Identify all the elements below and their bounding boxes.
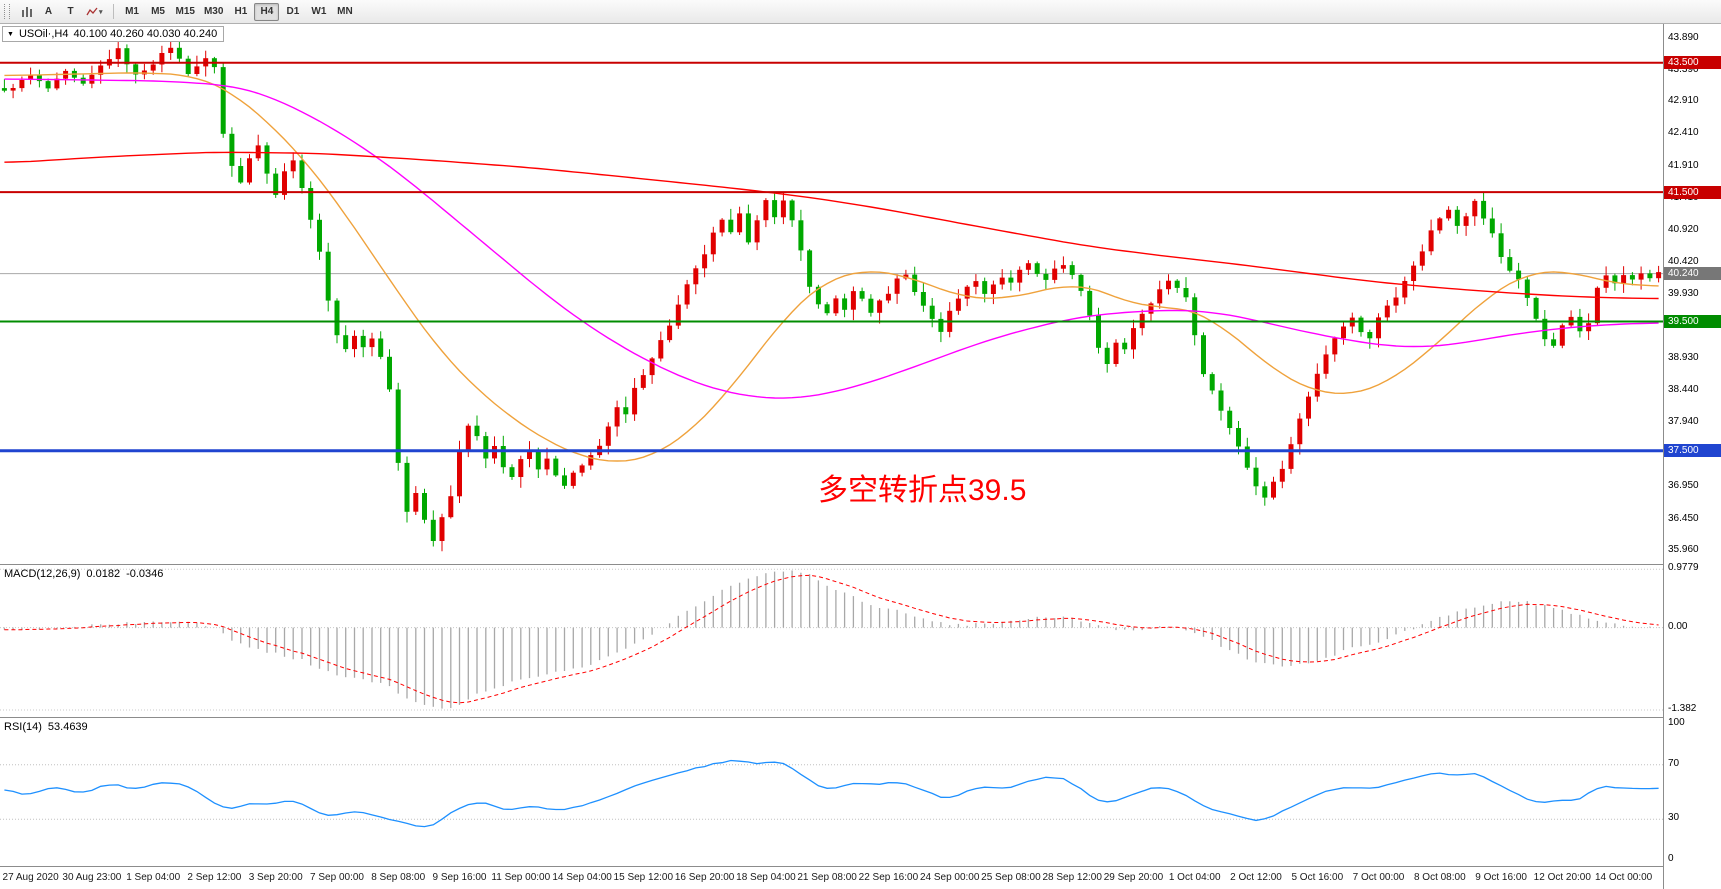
toolbar-separator <box>112 4 114 19</box>
time-axis-label: 7 Sep 00:00 <box>310 872 364 883</box>
timeframe-m15-button[interactable]: M15 <box>172 3 199 21</box>
timeframe-d1-button[interactable]: D1 <box>280 3 305 21</box>
time-axis-label: 8 Sep 08:00 <box>371 872 426 883</box>
time-axis-label: 14 Sep 04:00 <box>552 872 612 883</box>
rsi-chart[interactable] <box>0 718 1663 866</box>
bar-chart-icon <box>21 6 32 17</box>
chart-symbol-period: USOil·,H4 <box>18 28 69 40</box>
axis-value-label: 43.390 <box>1668 63 1699 75</box>
axis-value-label: 38.930 <box>1668 352 1699 364</box>
text-label-button[interactable]: T <box>60 3 81 21</box>
text-a-icon: A <box>44 6 53 17</box>
time-axis-label: 14 Oct 00:00 <box>1594 872 1653 883</box>
chart-title-box: ▼ USOil·,H4 40.100 40.260 40.030 40.240 <box>2 26 225 42</box>
timeframe-m5-button[interactable]: M5 <box>146 3 171 21</box>
time-axis-label: 8 Oct 08:00 <box>1413 872 1466 883</box>
level-price-badge: 37.500 <box>1664 444 1721 458</box>
axis-value-label: 36.950 <box>1668 480 1699 492</box>
rsi-value: 53.4639 <box>47 721 88 733</box>
axis-value-label: 100 <box>1668 717 1685 728</box>
time-axis[interactable]: 27 Aug 2020 30 Aug 23:00 1 Sep 04:00 2 Sep … <box>0 866 1663 889</box>
axis-value-label: -1.382 <box>1668 703 1697 714</box>
timeframe-w1-button[interactable]: W1 <box>306 3 331 21</box>
axis-value-label: 40.920 <box>1668 223 1699 235</box>
time-axis-label: 2 Sep 12:00 <box>187 872 242 883</box>
level-price-badge: 39.500 <box>1664 315 1721 328</box>
time-axis-label: 2 Oct 12:00 <box>1230 872 1282 883</box>
time-axis-label: 9 Sep 16:00 <box>432 872 487 883</box>
axis-value-label: 30 <box>1668 812 1680 824</box>
time-axis-label: 12 Oct 20:00 <box>1533 872 1591 883</box>
text-t-icon: T <box>67 6 74 17</box>
macd-label: MACD(12,26,9) 0.0182 -0.0346 <box>4 568 163 580</box>
price-axis[interactable]: 43.89043.39042.91042.41041.91041.41040.9… <box>1663 24 1721 889</box>
time-axis-label: 11 Sep 00:00 <box>491 872 551 883</box>
time-axis-label: 1 Oct 04:00 <box>1168 872 1221 883</box>
time-axis-label: 22 Sep 16:00 <box>858 872 919 883</box>
chart-area: ▼ USOil·,H4 40.100 40.260 40.030 40.240 … <box>0 24 1721 889</box>
time-axis-label: 3 Sep 20:00 <box>248 872 303 883</box>
chevron-down-icon: ▾ <box>99 8 103 16</box>
level-price-badge: 41.500 <box>1664 185 1721 199</box>
time-axis-label: 27 Aug 2020 <box>2 872 59 883</box>
axis-value-label: 42.410 <box>1668 127 1699 139</box>
axis-value-label: 36.450 <box>1668 512 1699 524</box>
axis-value-label: 40.420 <box>1668 256 1699 267</box>
macd-panel[interactable]: MACD(12,26,9) 0.0182 -0.0346 <box>0 564 1663 717</box>
time-axis-label: 9 Oct 16:00 <box>1475 872 1527 883</box>
toolbar-drag-handle[interactable] <box>4 4 10 19</box>
timeframe-h4-button[interactable]: H4 <box>254 2 280 21</box>
axis-value-label: 37.940 <box>1668 416 1699 428</box>
time-axis-label: 18 Sep 04:00 <box>736 872 796 883</box>
macd-chart[interactable] <box>0 565 1663 717</box>
rsi-label: RSI(14) 53.4639 <box>4 721 88 733</box>
expand-triangle-icon[interactable]: ▼ <box>7 30 14 38</box>
time-axis-label: 21 Sep 08:00 <box>797 872 857 883</box>
axis-value-label: 0.00 <box>1668 620 1688 632</box>
timeframe-m30-button[interactable]: M30 <box>200 3 227 21</box>
time-axis-label: 28 Sep 12:00 <box>1042 872 1102 883</box>
rsi-name: RSI(14) <box>4 721 42 733</box>
macd-value-main: 0.0182 <box>86 568 121 580</box>
time-axis-label: 29 Sep 20:00 <box>1103 872 1164 883</box>
time-axis-label: 7 Oct 00:00 <box>1352 872 1405 883</box>
axis-value-label: 38.440 <box>1668 384 1699 395</box>
toolbar: A T ▾ M1 M5 M15 M30 H1 H4 D1 W1 MN <box>0 0 1721 24</box>
text-annotation-button[interactable]: A <box>38 3 59 21</box>
time-axis-label: 16 Sep 20:00 <box>674 872 735 883</box>
zigzag-icon <box>86 7 98 15</box>
timeframe-buttons: M1 M5 M15 M30 H1 H4 D1 W1 MN <box>120 2 358 21</box>
axis-value-label: 0 <box>1668 853 1674 864</box>
axis-value-label: 70 <box>1668 757 1680 769</box>
time-axis-label: 25 Sep 08:00 <box>981 872 1041 883</box>
time-axis-label: 15 Sep 12:00 <box>613 872 674 883</box>
price-panel[interactable]: ▼ USOil·,H4 40.100 40.260 40.030 40.240 … <box>0 24 1663 564</box>
axis-value-label: 42.910 <box>1668 95 1699 106</box>
time-axis-label: 24 Sep 00:00 <box>919 872 980 883</box>
axis-value-label: 35.960 <box>1668 544 1699 556</box>
time-axis-label: 30 Aug 23:00 <box>62 872 122 883</box>
chart-text-annotation[interactable]: 多空转折点39.5 <box>818 474 1027 507</box>
timeframe-m1-button[interactable]: M1 <box>120 3 145 21</box>
axis-value-label: 41.910 <box>1668 159 1699 171</box>
macd-name: MACD(12,26,9) <box>4 568 81 580</box>
current-price-badge: 40.240 <box>1664 267 1721 281</box>
axis-value-label: 39.930 <box>1668 287 1699 299</box>
chart-ohlc-values: 40.100 40.260 40.030 40.240 <box>73 28 218 40</box>
draw-tools-button[interactable]: ▾ <box>82 3 107 21</box>
time-axis-label: 1 Sep 04:00 <box>126 872 181 883</box>
bar-chart-button[interactable] <box>16 3 37 21</box>
rsi-panel[interactable]: RSI(14) 53.4639 <box>0 717 1663 866</box>
price-chart[interactable] <box>0 24 1663 564</box>
timeframe-mn-button[interactable]: MN <box>332 3 357 21</box>
time-axis-label: 5 Oct 16:00 <box>1291 872 1344 883</box>
axis-value-label: 0.9779 <box>1668 562 1699 574</box>
axis-value-label: 43.890 <box>1668 31 1699 43</box>
level-price-badge: 43.500 <box>1664 56 1721 70</box>
timeframe-h1-button[interactable]: H1 <box>228 3 253 21</box>
macd-value-signal: -0.0346 <box>126 568 164 580</box>
